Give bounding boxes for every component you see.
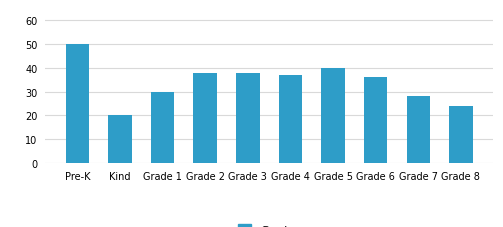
Legend: Grades: Grades <box>235 221 303 227</box>
Bar <box>364 78 387 163</box>
Bar <box>279 76 302 163</box>
Bar <box>151 92 174 163</box>
Bar <box>236 73 260 163</box>
Bar <box>321 69 345 163</box>
Bar <box>449 106 473 163</box>
Bar <box>406 97 430 163</box>
Bar <box>194 73 217 163</box>
Bar <box>65 45 89 163</box>
Bar <box>108 116 132 163</box>
